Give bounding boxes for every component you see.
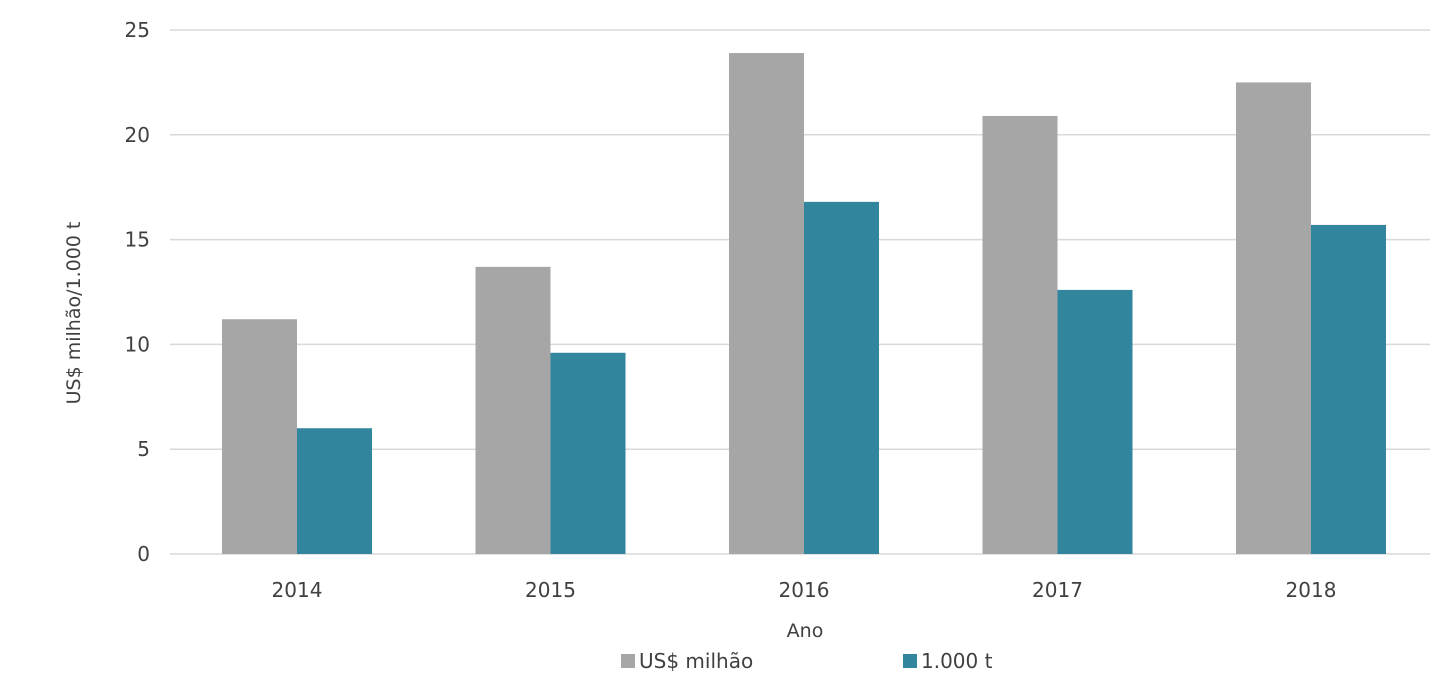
legend-swatch-1000-t (903, 654, 917, 668)
bar-2014-series-1 (297, 428, 372, 554)
x-tick-label: 2018 (1286, 578, 1337, 602)
y-tick-label: 25 (125, 18, 150, 42)
x-tick-label: 2015 (525, 578, 576, 602)
bar-2015-series-0 (475, 266, 551, 554)
bar-2017-series-1 (1057, 289, 1133, 554)
bar-2018-series-0 (1236, 82, 1311, 555)
bar-2015-series-1 (550, 352, 626, 554)
y-axis-ticks: 0 5 10 15 20 25 (125, 18, 150, 566)
legend-label-1000-t: 1.000 t (921, 649, 993, 673)
x-tick-label: 2016 (779, 578, 830, 602)
bar-2014-series-0 (222, 319, 297, 554)
y-tick-label: 0 (137, 542, 150, 566)
x-axis-ticks: 2014 2015 2016 2017 2018 (272, 578, 1337, 602)
y-tick-label: 5 (137, 437, 150, 461)
x-tick-label: 2014 (272, 578, 323, 602)
legend-label-us-milhao: US$ milhão (639, 649, 753, 673)
x-tick-label: 2017 (1032, 578, 1083, 602)
legend: US$ milhão 1.000 t (621, 649, 993, 673)
y-tick-label: 10 (125, 332, 150, 356)
bar-2018-series-1 (1311, 224, 1386, 555)
y-axis-title: US$ milhão/1.000 t (63, 222, 85, 405)
bar-2017-series-0 (982, 115, 1058, 554)
y-tick-label: 20 (125, 123, 150, 147)
bar-2016-series-1 (804, 201, 879, 554)
legend-swatch-us-milhao (621, 654, 635, 668)
bars (222, 53, 1386, 555)
bar-2016-series-0 (729, 53, 804, 554)
x-axis-title: Ano (787, 620, 824, 642)
y-tick-label: 15 (125, 228, 150, 252)
